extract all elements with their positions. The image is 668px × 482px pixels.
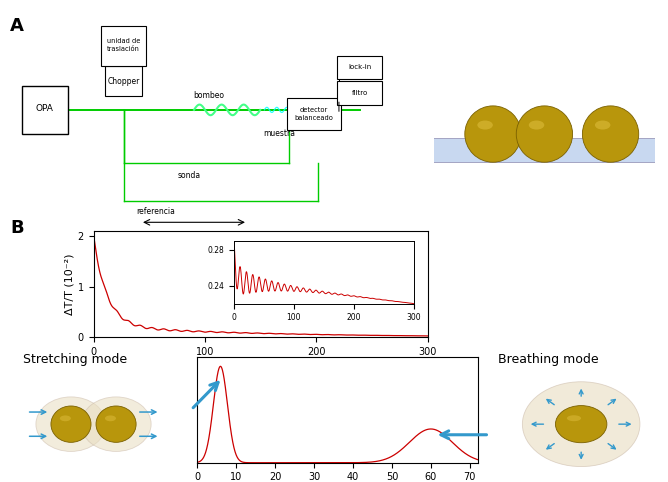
Text: balanceado: balanceado — [295, 115, 333, 121]
Ellipse shape — [105, 415, 116, 421]
Ellipse shape — [595, 120, 611, 130]
Text: muestra: muestra — [263, 129, 295, 138]
FancyBboxPatch shape — [337, 81, 382, 105]
Text: bombeo: bombeo — [193, 91, 224, 100]
FancyBboxPatch shape — [430, 138, 659, 162]
FancyBboxPatch shape — [101, 26, 146, 67]
Text: Chopper: Chopper — [108, 77, 140, 86]
Text: unidad de: unidad de — [107, 38, 140, 44]
Y-axis label: ΔT/T (10⁻²): ΔT/T (10⁻²) — [65, 254, 75, 315]
FancyBboxPatch shape — [105, 67, 142, 96]
X-axis label: Tiempo (ps): Tiempo (ps) — [228, 362, 293, 373]
Text: lock-in: lock-in — [348, 65, 371, 70]
Ellipse shape — [567, 415, 581, 421]
Circle shape — [522, 382, 640, 467]
Circle shape — [582, 106, 639, 162]
Text: sonda: sonda — [178, 171, 200, 180]
FancyBboxPatch shape — [22, 85, 67, 134]
Circle shape — [516, 106, 572, 162]
Text: Breathing mode: Breathing mode — [498, 353, 599, 365]
Text: traslación: traslación — [107, 46, 140, 53]
FancyBboxPatch shape — [337, 56, 382, 79]
Ellipse shape — [478, 120, 493, 130]
Ellipse shape — [36, 397, 106, 452]
Text: detector: detector — [300, 107, 328, 113]
Text: A: A — [10, 17, 24, 35]
Text: referencia: referencia — [136, 207, 175, 216]
Text: B: B — [10, 219, 23, 237]
Text: Tiempo (ps): Tiempo (ps) — [171, 230, 216, 240]
FancyBboxPatch shape — [287, 98, 341, 130]
Circle shape — [556, 406, 607, 442]
Text: Stretching mode: Stretching mode — [23, 353, 128, 365]
Circle shape — [465, 106, 521, 162]
Ellipse shape — [529, 120, 544, 130]
Ellipse shape — [60, 415, 71, 421]
Ellipse shape — [81, 397, 151, 452]
Text: filtro: filtro — [351, 90, 368, 96]
Circle shape — [96, 406, 136, 442]
Circle shape — [51, 406, 91, 442]
Text: OPA: OPA — [36, 104, 54, 113]
